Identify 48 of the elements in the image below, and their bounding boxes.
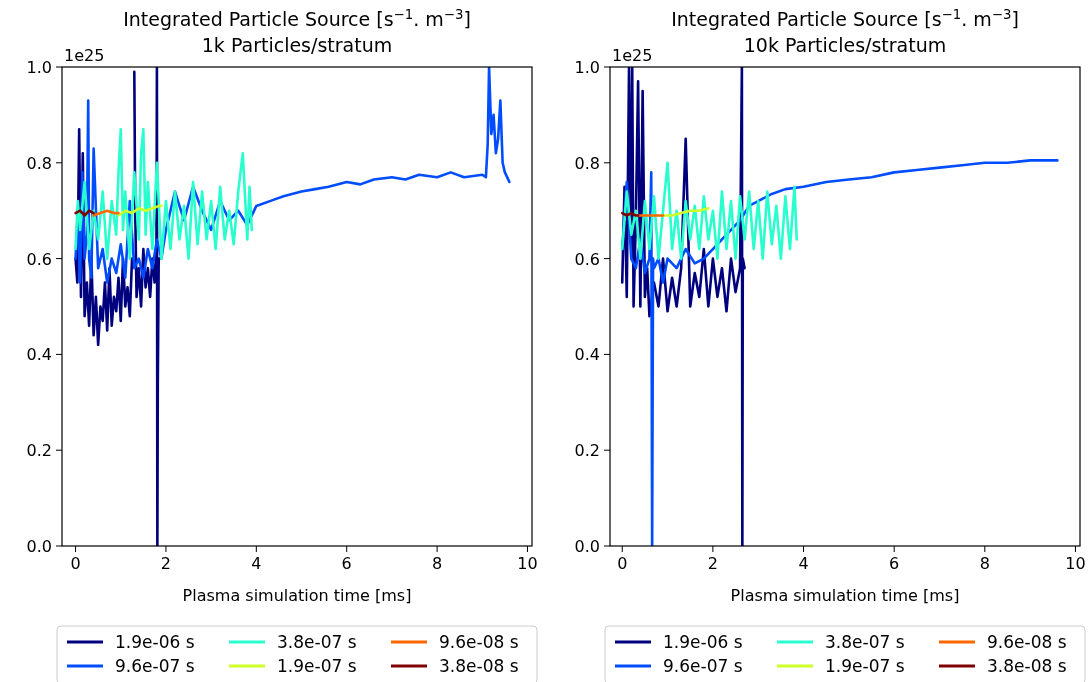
chart-subtitle: 1k Particles/stratum xyxy=(201,34,393,56)
line-series xyxy=(117,204,163,217)
legend-label: 9.6e-07 s xyxy=(115,656,195,676)
x-tick-label: 4 xyxy=(251,554,262,573)
legend-label: 9.6e-07 s xyxy=(663,656,743,676)
line-series xyxy=(661,207,710,217)
y-tick-label: 0.0 xyxy=(574,537,600,556)
chart-title: Integrated Particle Source [s$^{−1}$. m$^{−3}$] xyxy=(671,6,1019,30)
legend-label: 3.8e-08 s xyxy=(439,656,519,676)
x-axis-title: Plasma simulation time [ms] xyxy=(730,586,960,605)
x-tick-label: 6 xyxy=(341,554,352,573)
legend-label: 3.8e-07 s xyxy=(825,632,905,652)
line-series xyxy=(620,161,799,260)
text: 1e25 xyxy=(612,46,653,65)
x-tick-label: 8 xyxy=(432,554,443,573)
text: 1e25 xyxy=(64,46,105,65)
y-tick-label: 0.8 xyxy=(574,153,600,173)
x-tick-label: 0 xyxy=(70,554,81,573)
x-tick-label: 0 xyxy=(617,554,628,573)
legend-label: 1.9e-07 s xyxy=(825,656,905,676)
y-tick-label: 0.2 xyxy=(26,441,52,461)
y-tick-label: 0.6 xyxy=(26,249,52,269)
chart-subtitle: 10k Particles/stratum xyxy=(743,34,947,56)
y-tick-label: 0.4 xyxy=(26,345,52,365)
legend-label: 1.9e-06 s xyxy=(115,632,195,652)
legend-label: 9.6e-08 s xyxy=(439,632,519,652)
x-tick-label: 10 xyxy=(1065,554,1086,573)
legend-label: 3.8e-07 s xyxy=(277,632,357,652)
x-tick-label: 4 xyxy=(798,554,809,573)
y-tick-label: 0.6 xyxy=(574,249,600,269)
legend-label: 1.9e-06 s xyxy=(663,632,743,652)
line-series xyxy=(74,127,254,260)
x-tick-label: 2 xyxy=(707,554,718,573)
y-tick-label: 1.0 xyxy=(26,58,52,77)
x-axis-title: Plasma simulation time [ms] xyxy=(182,586,412,605)
x-tick-label: 8 xyxy=(979,554,990,573)
y-tick-label: 0.4 xyxy=(574,345,600,365)
x-tick-label: 2 xyxy=(160,554,172,573)
x-tick-label: 6 xyxy=(889,554,900,573)
y-tick-label: 1.0 xyxy=(574,58,600,77)
y-tick-label: 0.2 xyxy=(574,441,600,461)
legend-label: 3.8e-08 s xyxy=(987,656,1067,676)
legend-label: 1.9e-07 s xyxy=(277,656,357,676)
x-tick-label: 10 xyxy=(517,554,538,573)
y-tick-label: 0.0 xyxy=(26,537,52,556)
y-tick-label: 0.8 xyxy=(26,153,52,173)
chart-title: Integrated Particle Source [s$^{−1}$. m$^{−3}$] xyxy=(123,6,471,30)
legend-label: 9.6e-08 s xyxy=(987,632,1067,652)
